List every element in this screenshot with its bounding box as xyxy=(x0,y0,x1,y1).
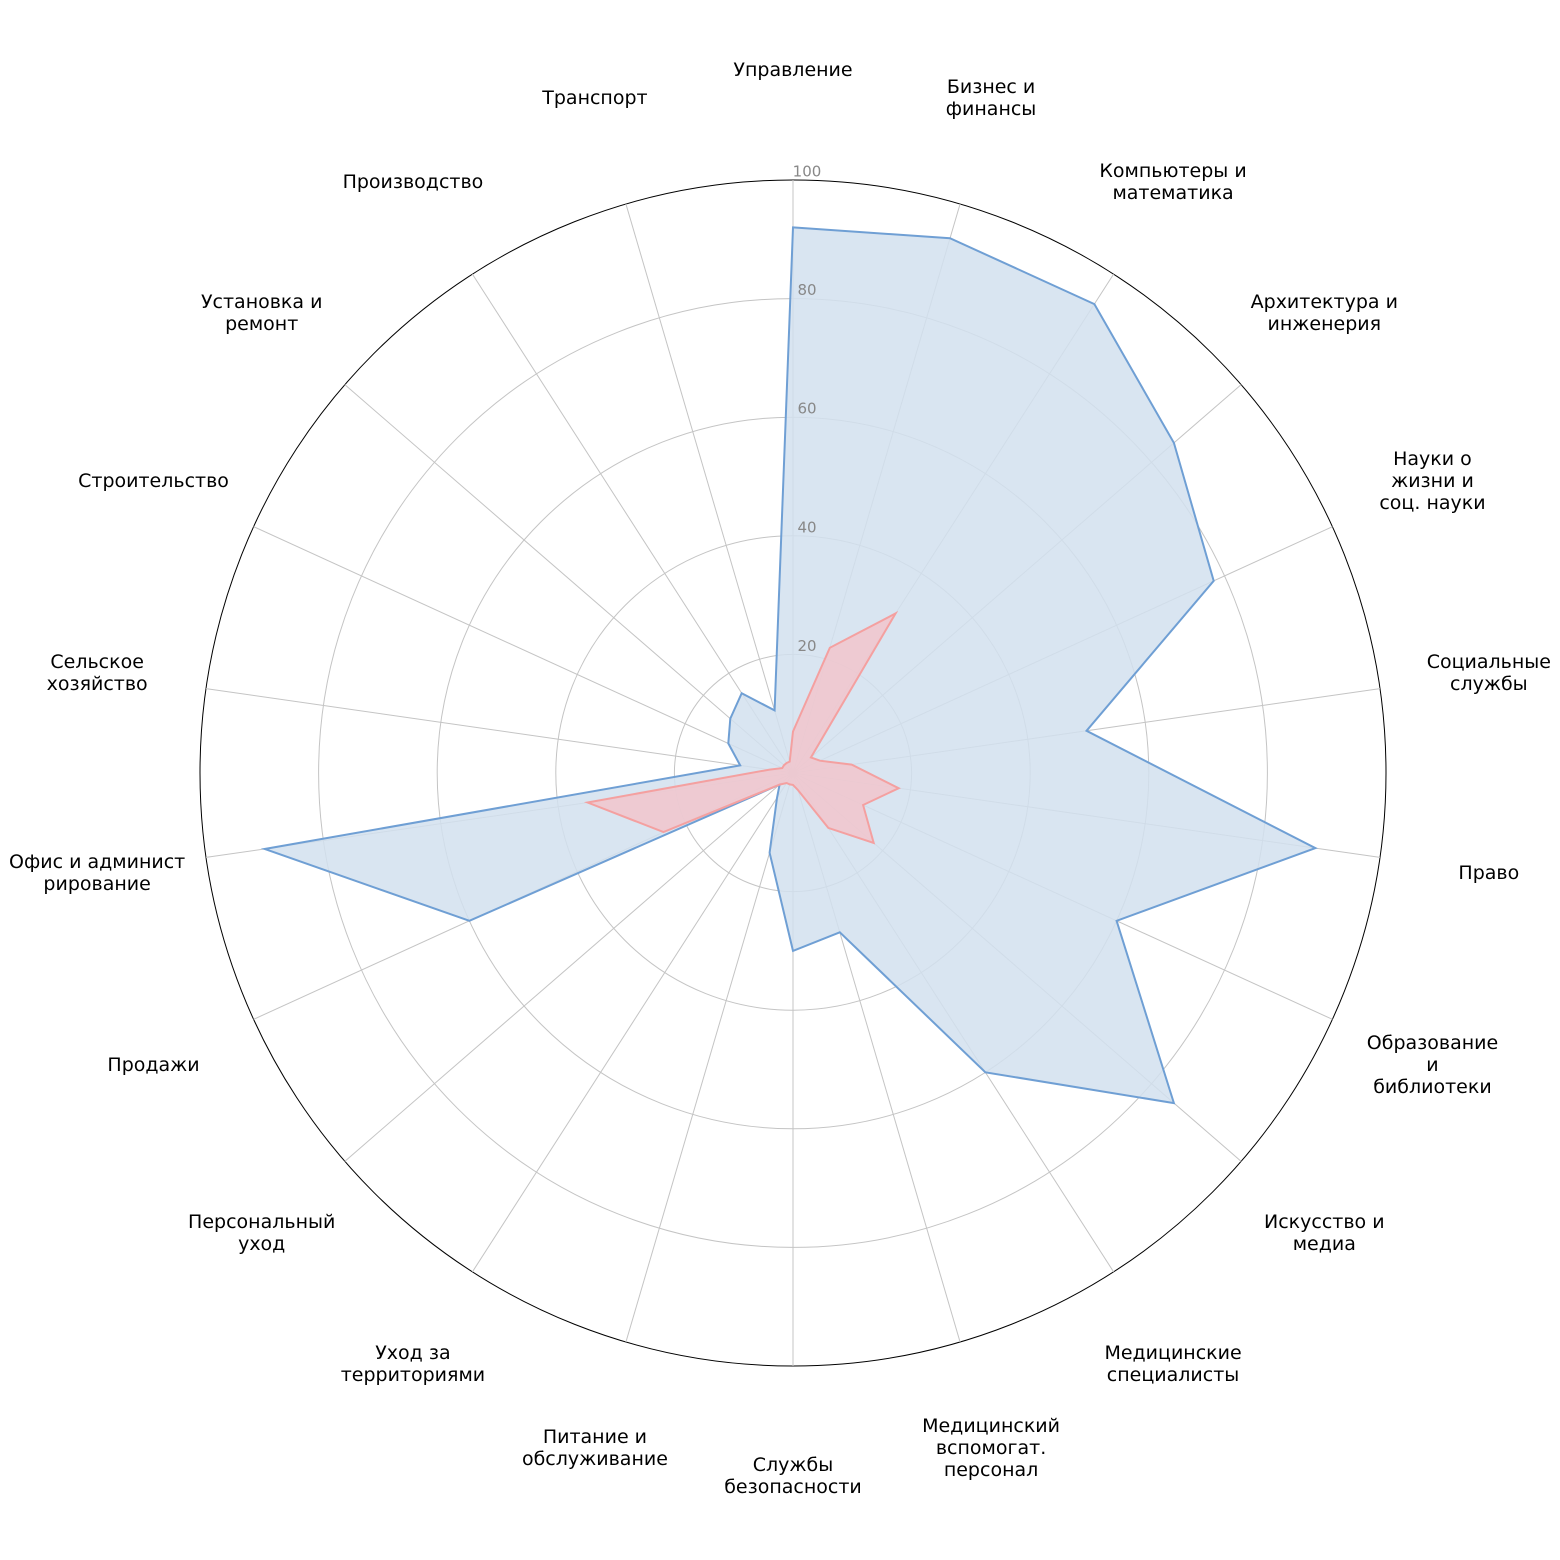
category-label: Медицинский вспомогат. персонал xyxy=(922,1414,1060,1481)
spoke xyxy=(471,273,794,774)
category-label: Транспорт xyxy=(542,87,648,110)
spoke xyxy=(253,526,794,774)
category-label: Продажи xyxy=(107,1054,200,1077)
category-label: Архитектура и инженерия xyxy=(1250,290,1398,335)
category-label: Установка и ремонт xyxy=(200,290,323,335)
spoke xyxy=(344,772,794,1162)
spoke xyxy=(344,384,794,774)
spoke xyxy=(625,203,794,774)
category-label: Персональный уход xyxy=(188,1211,336,1256)
r-tick-label: 100 xyxy=(793,163,822,181)
series-area xyxy=(260,226,1318,1105)
category-label: Искусство и медиа xyxy=(1264,1211,1385,1256)
r-tick-label: 20 xyxy=(797,637,816,655)
category-label: Строительство xyxy=(78,469,229,492)
spoke xyxy=(205,688,794,774)
spoke xyxy=(471,772,794,1273)
r-tick-label: 60 xyxy=(797,400,816,418)
category-label: Медицинские специалисты xyxy=(1104,1342,1242,1387)
category-label: Социальные службы xyxy=(1426,650,1551,695)
category-label: Управление xyxy=(733,59,853,81)
category-label: Офис и админист рирование xyxy=(9,851,186,896)
category-label: Право xyxy=(1458,862,1520,885)
r-tick-label: 40 xyxy=(797,518,816,536)
category-label: Уход за территориями xyxy=(340,1342,486,1387)
category-label: Производство xyxy=(342,170,484,193)
category-label: Образование и библиотеки xyxy=(1366,1032,1499,1099)
category-label: Службы безопасности xyxy=(724,1454,862,1498)
category-label: Сельское хозяйство xyxy=(46,650,148,695)
r-tick-label: 80 xyxy=(797,281,816,299)
category-label: Науки о жизни и соц. науки xyxy=(1379,447,1486,514)
series-area xyxy=(583,610,901,845)
category-label: Питание и обслуживание xyxy=(521,1425,668,1470)
category-label: Бизнес и финансы xyxy=(945,76,1037,121)
category-label: Компьютеры и математика xyxy=(1099,159,1247,204)
spoke xyxy=(625,772,794,1343)
